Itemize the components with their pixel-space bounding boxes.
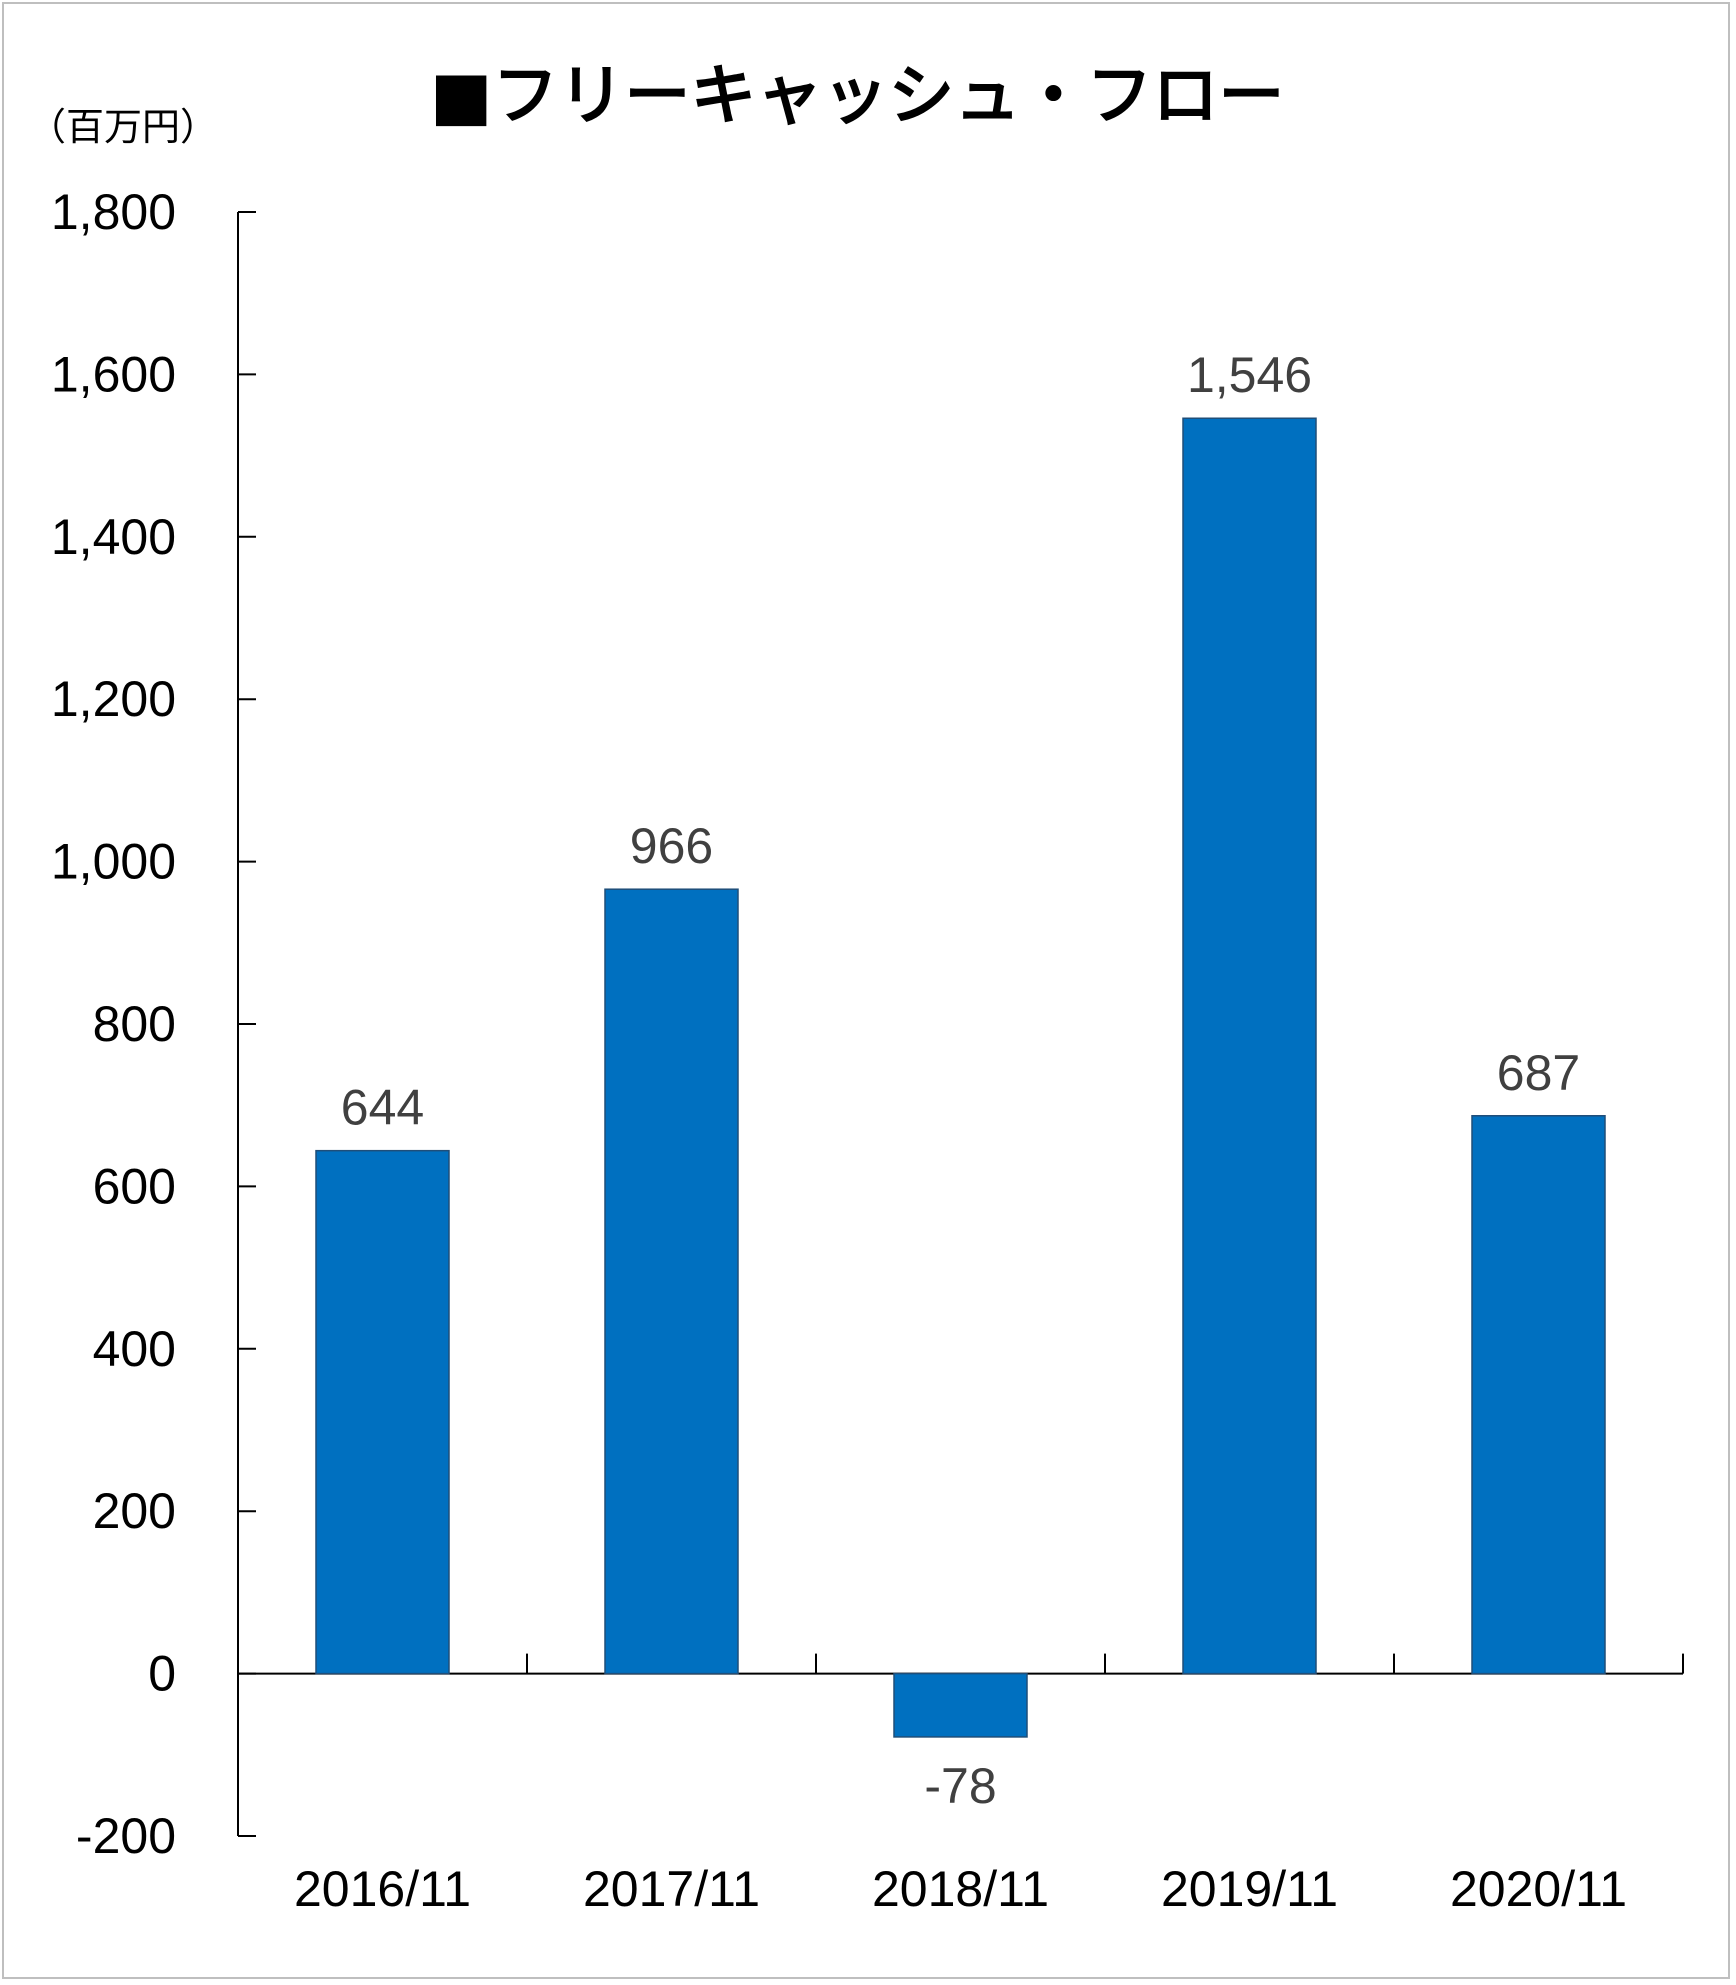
bar xyxy=(315,1149,450,1675)
x-category-label: 2016/11 xyxy=(294,1861,471,1917)
y-tick-label: 1,000 xyxy=(51,834,176,890)
bar xyxy=(604,888,739,1675)
data-label: 1,546 xyxy=(1187,347,1312,403)
y-tick-label: 1,600 xyxy=(51,346,176,402)
x-category-label: 2018/11 xyxy=(872,1861,1049,1917)
axes: 1,800 1,600 1,400 1,200 1,000 800 600 400 200 0 -2… xyxy=(51,184,1684,1864)
unit-label: （百万円） xyxy=(28,105,218,149)
data-label: 966 xyxy=(630,818,713,874)
x-category-label: 2017/11 xyxy=(583,1861,760,1917)
bars xyxy=(315,417,1606,1738)
x-category-label: 2019/11 xyxy=(1161,1861,1338,1917)
bar xyxy=(1182,417,1317,1675)
x-category-label: 2020/11 xyxy=(1450,1861,1627,1917)
data-label: 687 xyxy=(1497,1045,1580,1101)
data-label: -78 xyxy=(924,1758,996,1814)
bar xyxy=(1471,1115,1606,1675)
bar xyxy=(893,1672,1028,1738)
y-tick-label: 200 xyxy=(93,1483,176,1539)
y-tick-label: 0 xyxy=(148,1646,176,1702)
y-tick-label: 1,200 xyxy=(51,671,176,727)
chart-title: ■フリーキャッシュ・フロー xyxy=(430,57,1284,134)
labels: 644 2016/11 966 2017/11 -78 2018/11 1,546 2019/… xyxy=(294,347,1627,1917)
y-tick-label: 400 xyxy=(93,1321,176,1377)
y-tick-label: 800 xyxy=(93,996,176,1052)
y-tick-label: -200 xyxy=(76,1808,176,1864)
y-tick-label: 1,400 xyxy=(51,509,176,565)
y-tick-label: 1,800 xyxy=(51,184,176,240)
data-label: 644 xyxy=(341,1080,424,1136)
y-tick-label: 600 xyxy=(93,1158,176,1214)
